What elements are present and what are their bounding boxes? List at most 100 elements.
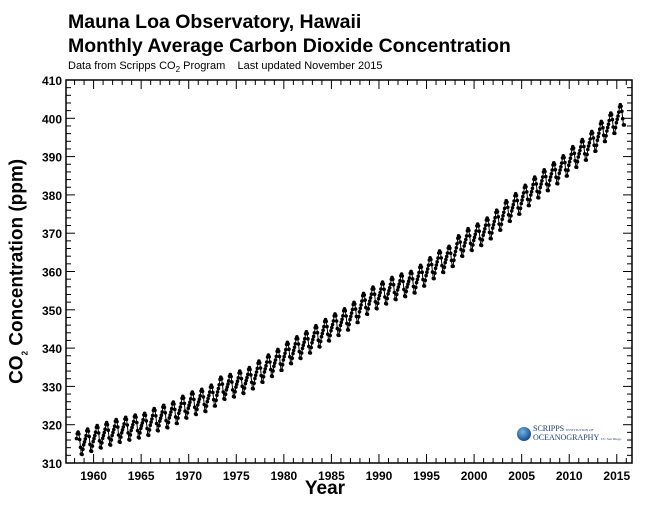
co2-data-point	[394, 297, 398, 302]
co2-data-point	[196, 403, 200, 407]
co2-data-point	[111, 430, 115, 435]
co2-data-point	[405, 285, 409, 289]
co2-data-point	[609, 112, 614, 117]
co2-data-point	[474, 229, 478, 233]
co2-data-point	[118, 440, 122, 445]
co2-data-point	[331, 319, 336, 323]
co2-data-point	[586, 147, 590, 152]
co2-data-point	[368, 299, 372, 303]
co2-data-point	[555, 181, 560, 186]
co2-data-point	[550, 168, 554, 172]
co2-data-point	[429, 262, 434, 267]
co2-data-point	[166, 420, 171, 425]
co2-data-point	[204, 409, 208, 414]
co2-data-point	[495, 210, 500, 214]
co2-data-point	[460, 254, 465, 258]
co2-data-point	[527, 203, 531, 208]
co2-data-point	[615, 117, 619, 122]
co2-data-point	[491, 223, 496, 227]
co2-data-point	[372, 292, 377, 297]
co2-data-point	[590, 131, 595, 135]
co2-data-point	[472, 235, 477, 240]
co2-data-point	[220, 382, 225, 386]
co2-data-point	[80, 452, 84, 457]
co2-data-point	[544, 174, 548, 179]
co2-data-point	[502, 210, 506, 215]
co2-data-point	[322, 324, 326, 329]
x-tick-label: 1980	[270, 469, 297, 483]
co2-data-point	[128, 433, 133, 437]
co2-data-point	[403, 294, 408, 299]
co2-data-point	[600, 121, 604, 125]
co2-data-point	[448, 251, 453, 256]
co2-data-point	[330, 322, 335, 327]
co2-data-point	[424, 273, 428, 278]
co2-data-point	[509, 214, 513, 218]
co2-data-point	[350, 307, 355, 312]
co2-data-point	[385, 296, 390, 301]
co2-data-point	[490, 231, 494, 235]
co2-data-point	[375, 306, 379, 311]
co2-data-point	[604, 134, 608, 138]
co2-data-point	[168, 413, 172, 417]
co2-data-point	[100, 436, 105, 441]
co2-data-point	[502, 206, 507, 211]
co2-data-point	[301, 343, 306, 348]
co2-data-point	[406, 279, 411, 284]
co2-data-point	[153, 408, 157, 413]
co2-data-point	[306, 337, 310, 341]
co2-data-point	[392, 290, 397, 295]
co2-data-point	[289, 361, 294, 366]
co2-data-point	[106, 428, 111, 433]
co2-data-point	[89, 449, 94, 454]
co2-data-point	[173, 407, 177, 412]
co2-data-point	[610, 117, 615, 122]
co2-data-point	[467, 228, 471, 233]
co2-data-point	[295, 336, 300, 341]
co2-data-point	[97, 439, 102, 443]
co2-data-point	[263, 367, 268, 371]
co2-data-point	[510, 206, 515, 210]
globe-icon	[517, 427, 531, 441]
co2-data-point	[617, 110, 621, 114]
co2-data-point	[140, 421, 145, 425]
co2-data-point	[217, 383, 221, 387]
co2-data-point	[346, 328, 351, 332]
co2-data-point	[137, 436, 141, 440]
co2-data-point	[499, 222, 504, 227]
co2-data-point	[253, 373, 258, 378]
co2-data-point	[398, 278, 402, 283]
co2-data-point	[595, 138, 600, 142]
co2-data-point	[438, 250, 443, 255]
co2-data-point	[368, 296, 373, 300]
co2-data-point	[101, 433, 106, 438]
co2-data-point	[93, 433, 97, 438]
co2-data-point	[565, 174, 569, 178]
co2-data-point	[223, 397, 227, 402]
x-tick-label: 1985	[318, 469, 345, 483]
co2-data-point	[148, 423, 153, 428]
co2-data-point	[158, 419, 162, 423]
co2-data-point	[312, 331, 317, 335]
co2-data-point	[576, 155, 581, 159]
co2-data-point	[483, 227, 487, 231]
logo-line2-small: UC San Diego	[600, 437, 622, 441]
co2-data-point	[591, 136, 596, 140]
co2-data-point	[234, 385, 238, 389]
co2-data-point	[96, 431, 101, 435]
co2-data-point	[357, 315, 361, 319]
co2-data-point	[410, 277, 415, 281]
co2-data-point	[367, 302, 371, 306]
co2-data-point	[264, 363, 268, 368]
co2-data-point	[348, 317, 352, 322]
x-tick-label: 2010	[556, 469, 583, 483]
co2-data-point	[605, 129, 609, 133]
co2-data-point	[344, 314, 348, 318]
co2-data-point	[575, 159, 580, 164]
co2-data-point	[534, 182, 539, 186]
co2-data-point	[225, 385, 229, 389]
co2-data-point	[536, 196, 541, 200]
y-tick-label: 360	[42, 266, 62, 280]
co2-data-point	[391, 277, 395, 282]
co2-data-point	[395, 288, 400, 292]
